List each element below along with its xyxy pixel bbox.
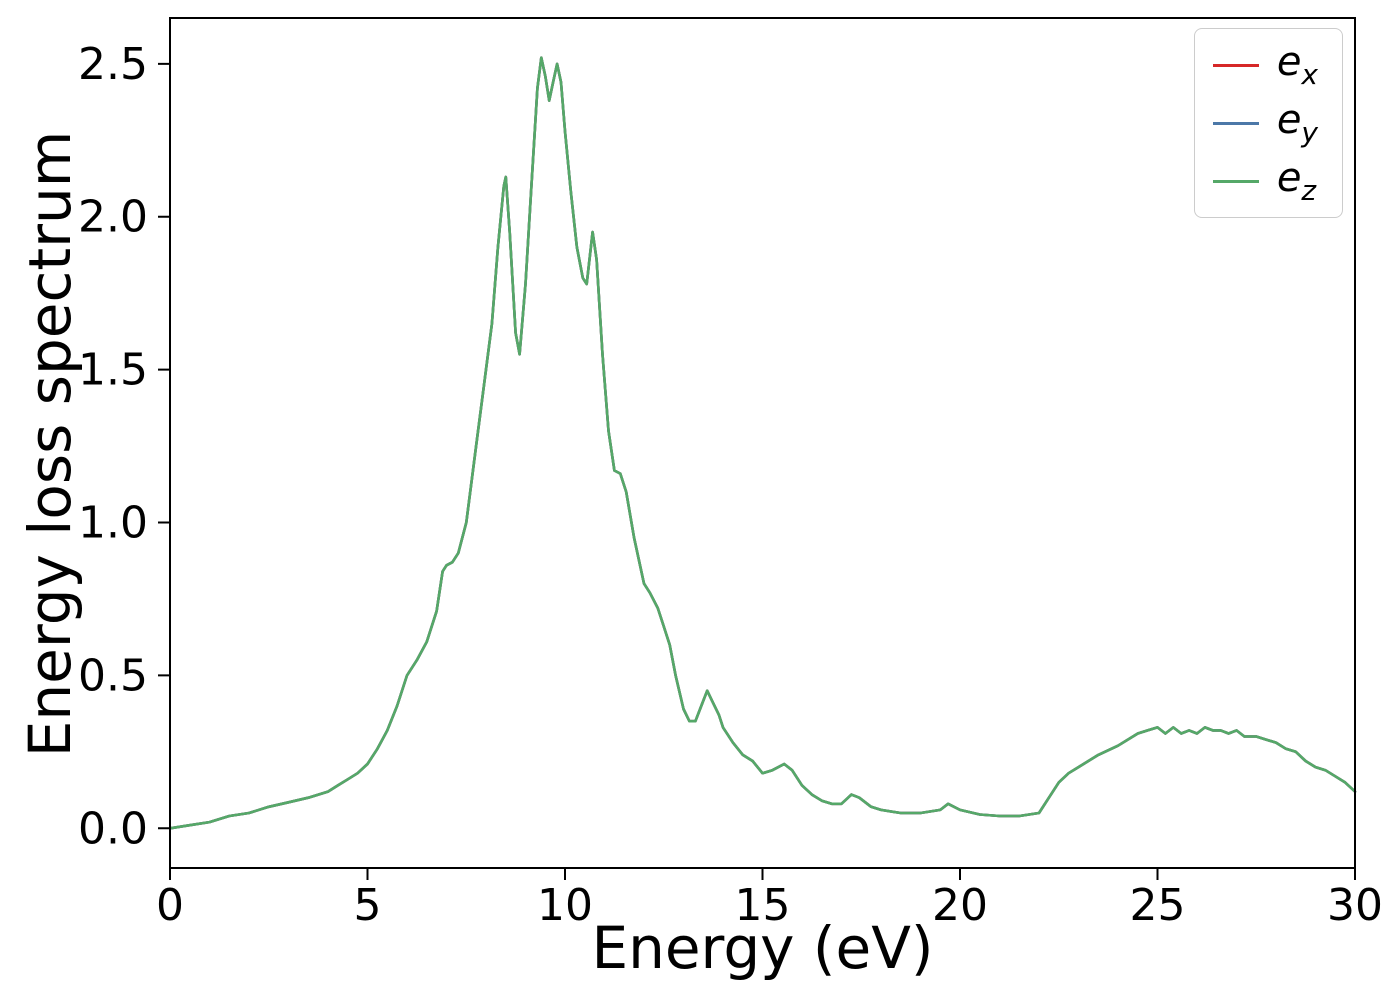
x-axis-label: Energy (eV) [591,914,934,982]
legend-entry-e_y: ey [1212,96,1318,149]
x-tick-label: 0 [156,880,184,931]
legend-entry-e_z: ez [1212,154,1318,207]
y-tick-label: 2.5 [78,39,148,90]
y-tick-label: 2.0 [78,192,148,243]
series-line-e_z [168,56,1357,830]
x-tick-label: 15 [735,880,791,931]
x-tick-label: 20 [932,880,988,931]
legend-label-e_y: ey [1276,96,1318,149]
y-tick-label: 1.5 [78,345,148,396]
x-tick-label: 10 [537,880,593,931]
legend-label-e_z: ez [1276,154,1317,207]
legend-line-swatch-e_x [1212,63,1259,67]
series-line-e_y [168,56,1357,830]
x-tick-label: 25 [1130,880,1186,931]
legend-entry-e_x: ex [1212,38,1318,91]
legend-label-e_x: ex [1276,38,1318,91]
y-axis-label: Energy loss spectrum [16,130,84,758]
legend: ex ey ez [1193,28,1343,218]
legend-line-swatch-e_y [1212,121,1259,125]
y-tick-label: 0.0 [78,803,148,854]
y-tick-label: 1.0 [78,497,148,548]
legend-line-swatch-e_z [1212,179,1259,183]
x-tick-label: 30 [1327,880,1383,931]
series-line-e_x [168,56,1357,830]
axes-spines [169,17,1356,869]
y-tick-label: 0.5 [78,650,148,701]
x-tick-label: 5 [354,880,382,931]
